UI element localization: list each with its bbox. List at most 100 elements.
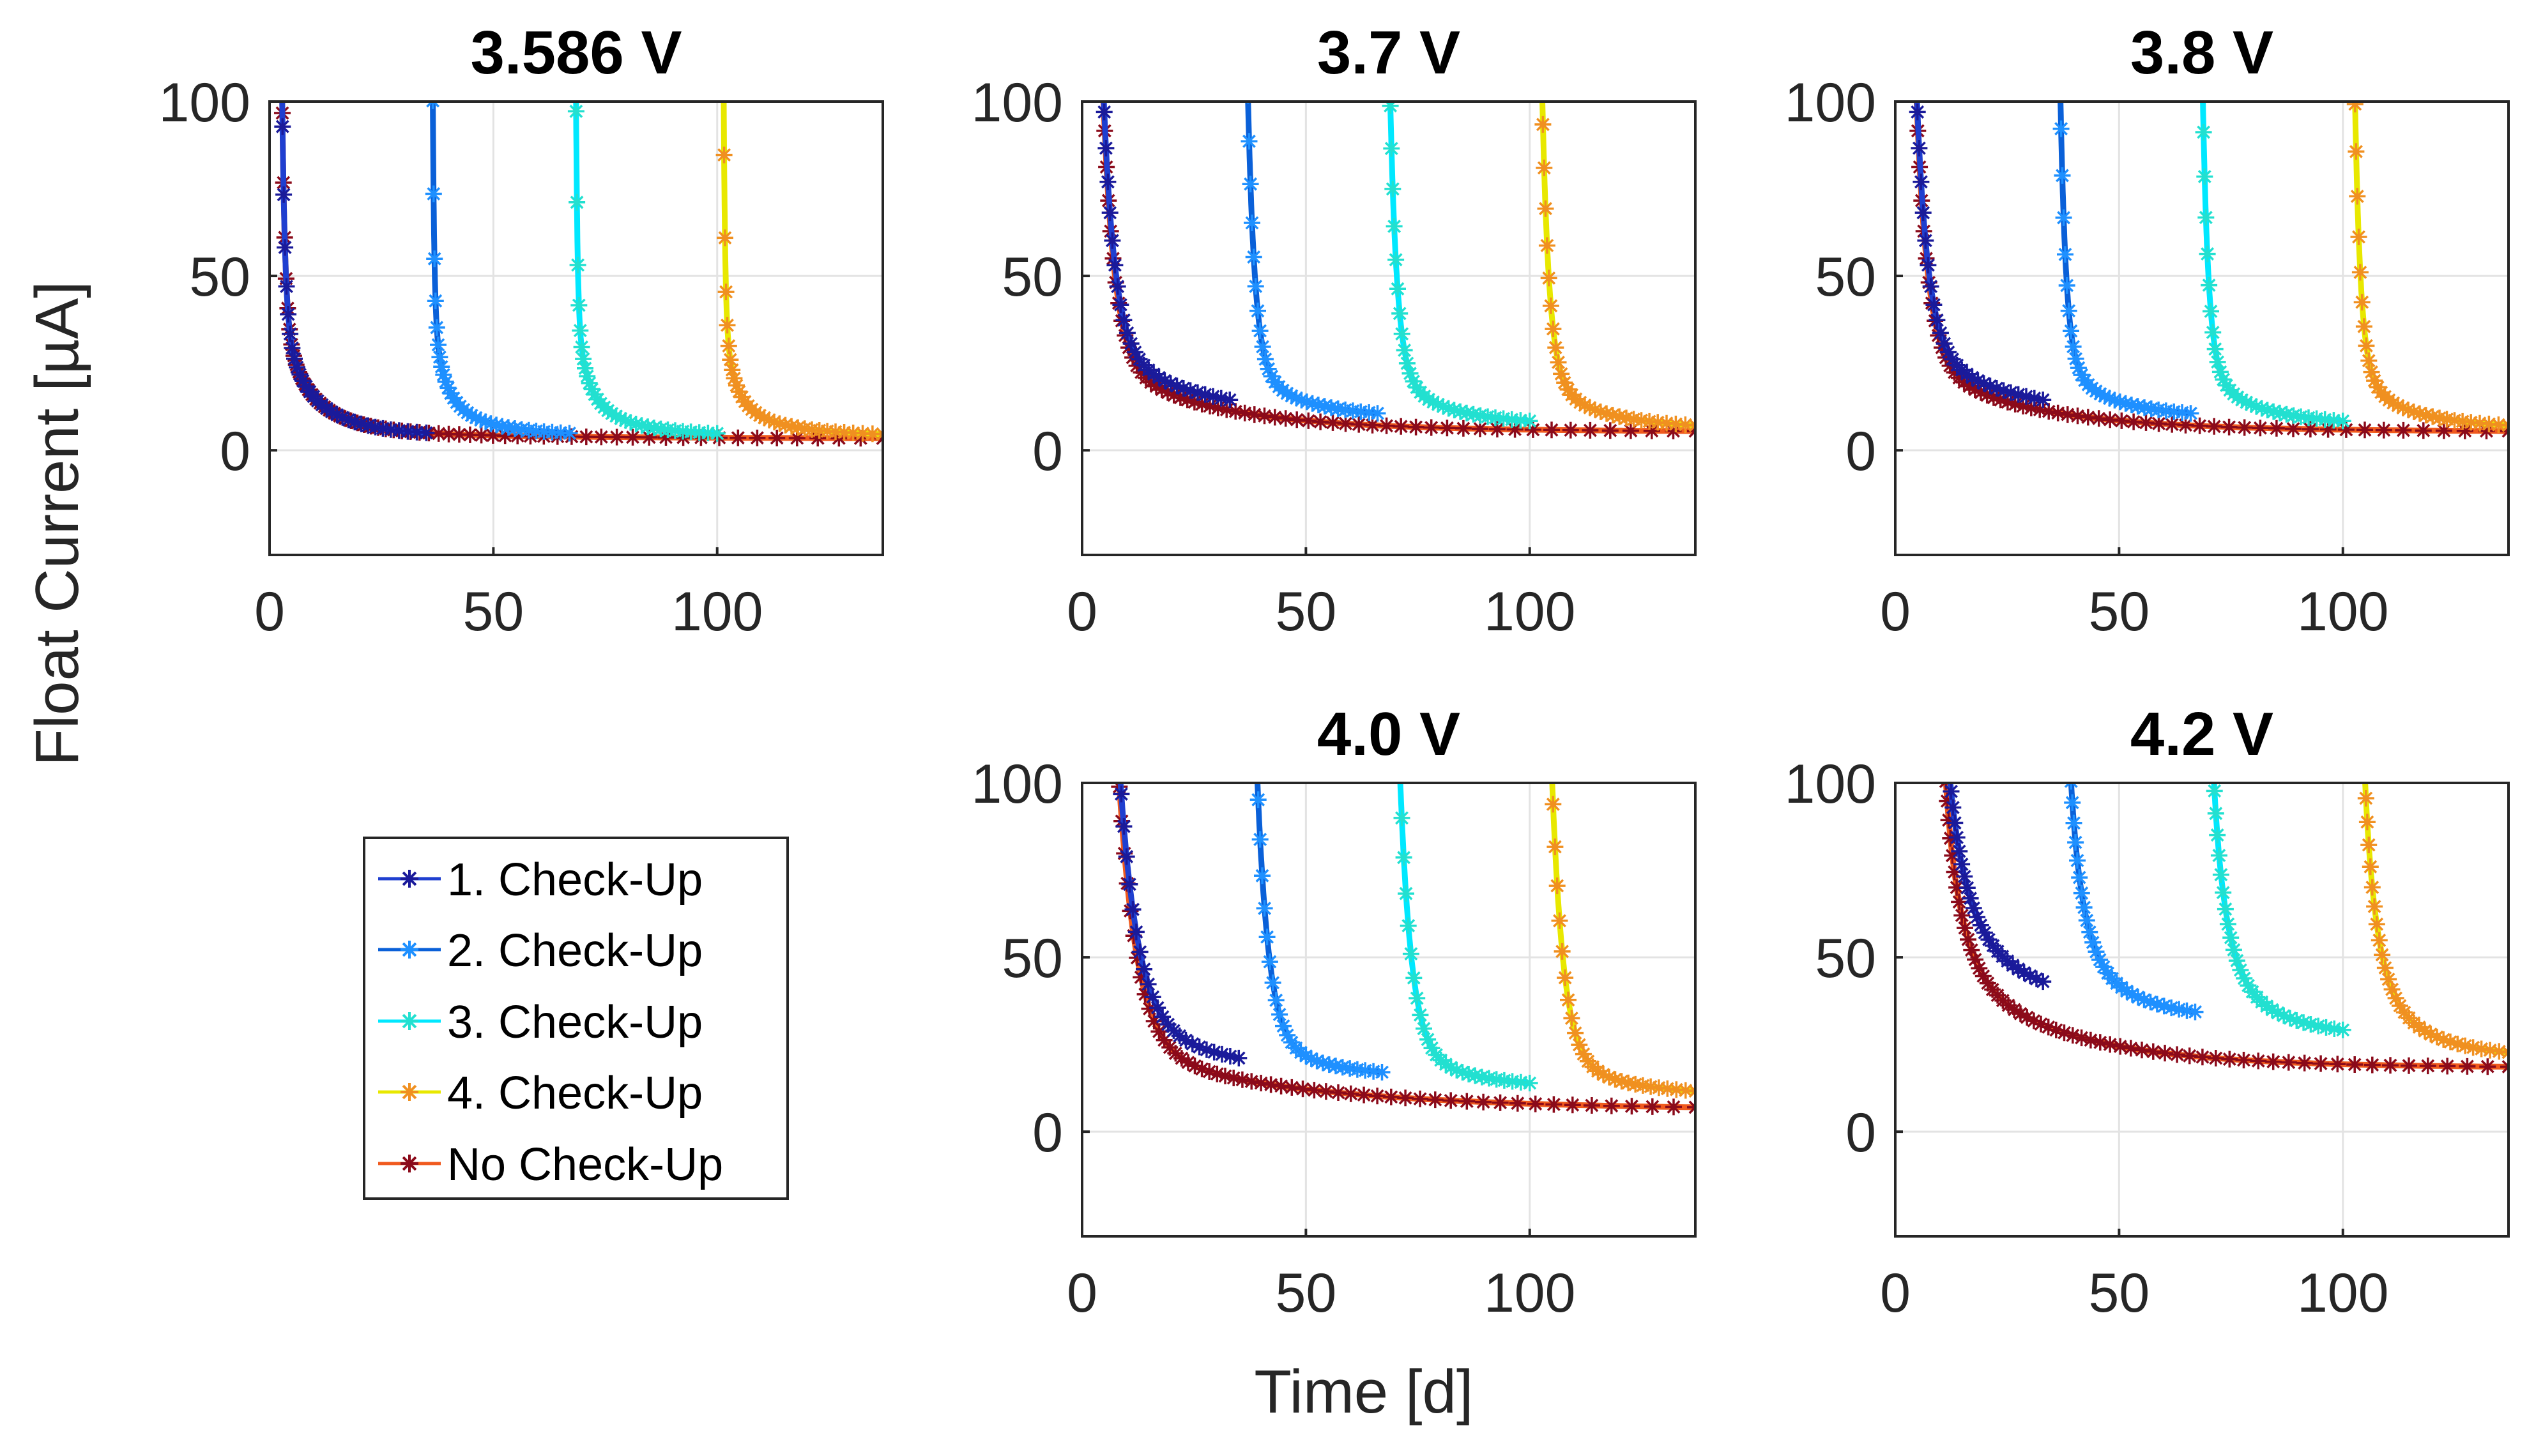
panel-1-axes-frame	[268, 100, 884, 556]
panel-2-series-4-markers	[1534, 116, 1695, 434]
panel-2-series-1	[1096, 102, 1239, 409]
panel-4-series-3	[1393, 783, 1538, 1091]
y-axis-label: Float Current [µA]	[23, 281, 91, 766]
panel-5-series-5-markers	[1939, 783, 2509, 1075]
panel-4-xtick-label-0: 0	[1067, 1263, 1097, 1324]
panel-1-xtick-label-1: 50	[463, 581, 524, 642]
panel-5-ytick-label-0: 0	[1845, 1102, 1876, 1164]
panel-2-ytick-label-2: 100	[972, 72, 1064, 133]
panel-5-series-3-markers	[2206, 783, 2351, 1038]
panel-3-series-3	[2195, 102, 2351, 430]
panel-5-ytick-label-1: 50	[1815, 928, 1876, 989]
panel-1-xtick-label-2: 100	[671, 581, 763, 642]
panel-5-xtick-label-1: 50	[2089, 1263, 2150, 1324]
chart-panels: 0 50 100 0 50 100 3.586 V 0 50 100 0 50 100 3.7 V 0 50 1…	[159, 19, 2510, 1324]
panel-3-series-1-markers	[1909, 103, 2052, 409]
panel-3-series-4	[2346, 102, 2509, 434]
legend-entry-1-label: 1. Check-Up	[447, 854, 703, 906]
panel-4-title: 4.0 V	[1317, 700, 1460, 768]
panel-4-xtick-label-1: 50	[1276, 1263, 1337, 1324]
panel-1-series-group	[274, 102, 883, 447]
panel-3-series-group	[1909, 102, 2509, 439]
panel-3-ytick-label-2: 100	[1785, 72, 1877, 133]
panel-5-series-1	[1943, 783, 2052, 990]
panel-1-title: 3.586 V	[471, 19, 682, 87]
panel-2-xtick-label-0: 0	[1067, 581, 1097, 642]
panel-5: 0 50 100 0 50 100 4.2 V	[1785, 700, 2510, 1324]
legend-entry-1-marker	[401, 870, 418, 888]
panel-3-series-1	[1909, 102, 2052, 409]
panel-3-xtick-label-0: 0	[1880, 581, 1911, 642]
panel-2-series-1-markers	[1096, 103, 1239, 409]
panel-5-series-1-markers	[1943, 783, 2052, 990]
panel-1-series-2-markers	[424, 102, 578, 442]
x-axis-label: Time [d]	[1254, 1358, 1473, 1426]
legend-entry-1: 1. Check-Up	[378, 854, 703, 906]
panel-4-series-1	[1113, 783, 1248, 1066]
panel-5-axes-frame	[1894, 782, 2510, 1238]
panel-5-series-2-markers	[2064, 783, 2204, 1020]
panel-1-series-4-markers	[715, 146, 883, 443]
panel-3-ytick-label-1: 50	[1815, 246, 1876, 308]
panel-5-ytick-label-2: 100	[1785, 754, 1877, 815]
panel-2-ytick-label-1: 50	[1002, 246, 1063, 308]
legend-entry-2: 2. Check-Up	[378, 925, 703, 976]
panel-5-title: 4.2 V	[2130, 700, 2273, 768]
panel-1-series-4	[715, 102, 883, 443]
panel-1-series-3-markers	[567, 103, 726, 442]
panel-5-series-2	[2064, 783, 2204, 1020]
panel-2-series-group	[1096, 102, 1695, 439]
legend-entry-3: 3. Check-Up	[378, 997, 703, 1048]
panel-3-xtick-label-1: 50	[2089, 581, 2150, 642]
legend-entry-5-label: No Check-Up	[447, 1139, 723, 1190]
panel-2-xtick-label-2: 100	[1484, 581, 1576, 642]
panel-4-series-2	[1249, 783, 1391, 1081]
panel-4-axes-frame	[1081, 782, 1697, 1238]
panel-1-series-1-markers	[274, 118, 435, 441]
panel-5-series-3	[2206, 783, 2351, 1038]
panel-1-ytick-label-1: 50	[189, 246, 250, 308]
panel-3-xtick-label-2: 100	[2297, 581, 2389, 642]
panel-2-axes-frame	[1081, 100, 1697, 556]
panel-3-axes-frame	[1894, 100, 2510, 556]
panel-1-series-1	[274, 102, 435, 441]
panel-3-ytick-label-0: 0	[1845, 421, 1876, 482]
panel-2: 0 50 100 0 50 100 3.7 V	[972, 19, 1697, 642]
panel-2-series-3-markers	[1382, 102, 1538, 430]
panel-5-series-4-markers	[2357, 790, 2509, 1061]
legend-entry-2-marker	[401, 941, 418, 959]
panel-3-series-2	[2052, 102, 2199, 422]
panel-4-series-4-markers	[1545, 796, 1695, 1100]
panel-1-ytick-label-0: 0	[220, 421, 250, 482]
panel-3-series-3-markers	[2195, 124, 2351, 430]
panel-4-xtick-label-2: 100	[1484, 1263, 1576, 1324]
panel-3: 0 50 100 0 50 100 3.8 V	[1785, 19, 2510, 642]
panel-2-series-2-markers	[1241, 102, 1386, 422]
panel-4-series-1-markers	[1113, 785, 1248, 1066]
panel-2-series-3	[1382, 102, 1538, 430]
panel-3-series-4-markers	[2346, 102, 2509, 434]
panel-1-series-2	[424, 102, 578, 442]
panel-2-series-4	[1534, 102, 1695, 434]
legend: 1. Check-Up 2. Check-Up 3. Check-Up 4. C…	[363, 837, 789, 1200]
legend-entry-3-marker	[401, 1012, 418, 1030]
panel-4-series-2-markers	[1249, 791, 1391, 1081]
panel-5-series-4	[2357, 783, 2509, 1061]
legend-entry-4: 4. Check-Up	[378, 1068, 703, 1119]
panel-4: 0 50 100 0 50 100 4.0 V	[972, 700, 1697, 1324]
panel-4-series-4	[1545, 783, 1695, 1100]
panel-4-series-3-markers	[1393, 809, 1538, 1091]
panel-2-ytick-label-0: 0	[1032, 421, 1063, 482]
panel-3-title: 3.8 V	[2130, 19, 2273, 87]
panel-5-series-group	[1939, 783, 2509, 1075]
panel-5-series-5	[1939, 783, 2509, 1075]
panel-4-ytick-label-1: 50	[1002, 928, 1063, 989]
panel-2-plot-area	[1082, 102, 1695, 555]
panel-4-ytick-label-2: 100	[972, 754, 1064, 815]
legend-entry-2-label: 2. Check-Up	[447, 925, 703, 976]
panel-4-series-group	[1111, 783, 1695, 1116]
panel-2-title: 3.7 V	[1317, 19, 1460, 87]
legend-box	[363, 837, 789, 1200]
panel-2-xtick-label-1: 50	[1276, 581, 1337, 642]
